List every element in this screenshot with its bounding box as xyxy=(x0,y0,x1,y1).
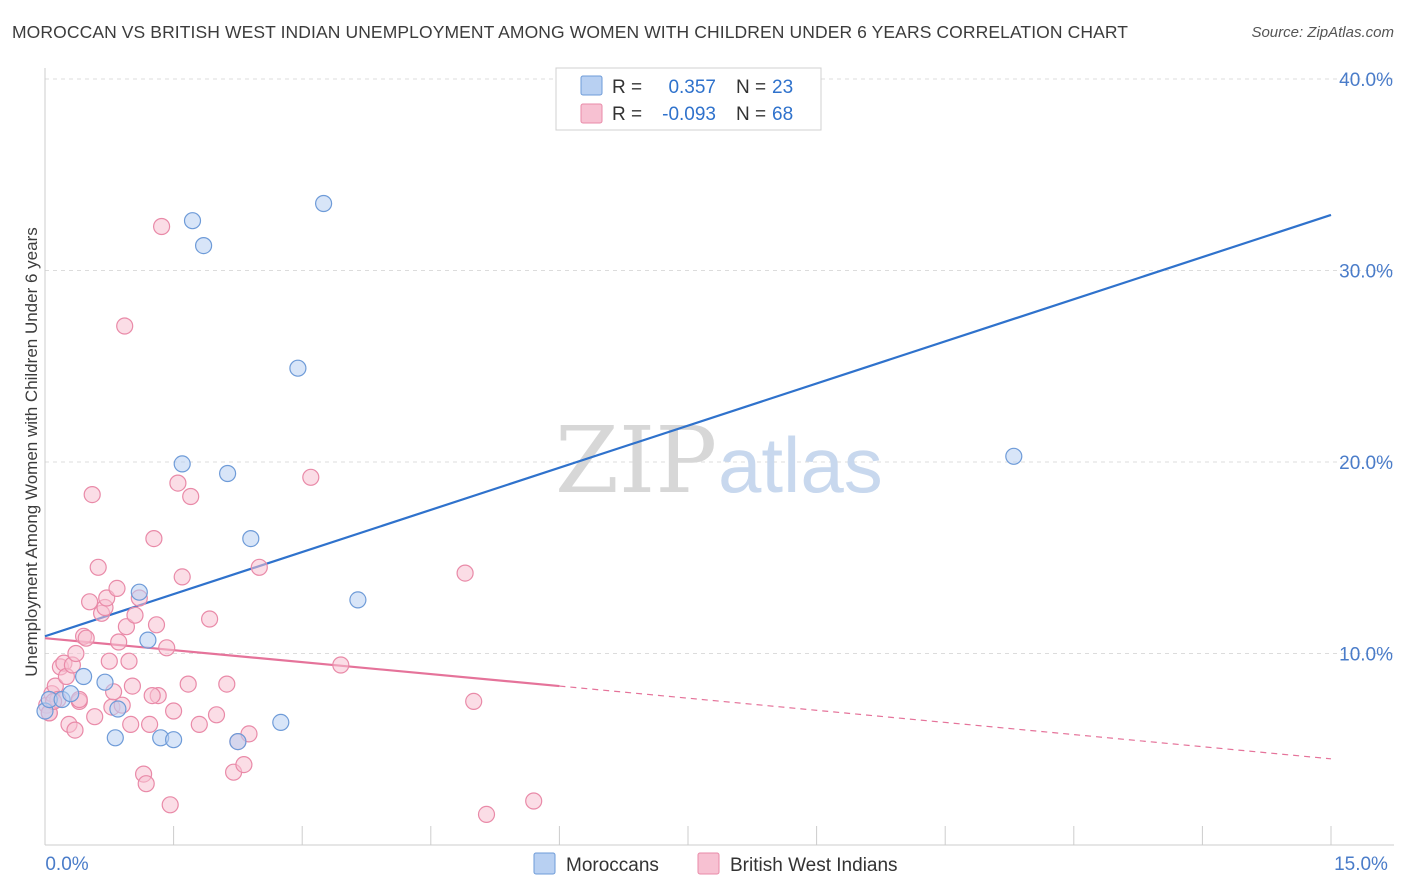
bwi-point xyxy=(147,616,166,634)
n-label: N = xyxy=(736,104,766,125)
moroccans-point xyxy=(139,631,157,649)
bwi-point xyxy=(126,606,144,624)
watermark-atlas: atlas xyxy=(718,421,883,509)
bwi-point xyxy=(145,529,163,548)
moroccans-point xyxy=(315,194,333,213)
bwi-point xyxy=(250,558,268,576)
n-label: N = xyxy=(736,77,766,98)
bwi-point xyxy=(165,702,183,720)
bwi-point xyxy=(66,721,84,739)
bwi-point xyxy=(117,618,136,636)
bwi-trend-line-extension xyxy=(559,685,1332,760)
axes: 10.0% 20.0% 30.0% 40.0% 0.0% 15.0% xyxy=(44,68,1394,875)
moroccans-point xyxy=(130,583,148,601)
bwi-point xyxy=(190,715,208,734)
data-points xyxy=(36,194,1023,824)
bwi-point xyxy=(77,629,95,647)
legend-moroccans-swatch xyxy=(533,852,556,875)
bwi-point xyxy=(169,474,187,492)
n-value: 23 xyxy=(772,77,793,98)
moroccans-point xyxy=(229,732,247,751)
stats-legend: R = 0.357 N = 23 R = -0.093 N = 68 xyxy=(555,67,822,131)
bwi-point xyxy=(108,579,126,598)
bwi-point xyxy=(141,715,159,734)
moroccans-point xyxy=(349,591,367,609)
bwi-point xyxy=(116,317,134,335)
bwi-point xyxy=(161,796,179,814)
moroccans-point xyxy=(62,685,80,703)
x-tick-label: 15.0% xyxy=(1334,854,1388,875)
moroccans-swatch xyxy=(580,75,603,96)
moroccans-point xyxy=(96,673,114,691)
bwi-point xyxy=(182,487,200,506)
moroccans-point xyxy=(272,713,290,732)
moroccans-point xyxy=(109,700,127,718)
legend-bwi-swatch xyxy=(697,852,720,875)
moroccans-point xyxy=(106,729,124,747)
bwi-swatch xyxy=(580,103,603,124)
legend-bwi-label: British West Indians xyxy=(730,855,898,876)
r-label: R = xyxy=(612,77,642,98)
y-tick-label: 20.0% xyxy=(1339,453,1393,474)
bwi-point xyxy=(67,644,85,663)
y-tick-label: 10.0% xyxy=(1339,645,1393,666)
series-legend: Moroccans British West Indians xyxy=(533,852,898,876)
stats-legend-row-bwi: R = -0.093 N = 68 xyxy=(580,103,793,125)
bwi-point xyxy=(158,639,176,657)
x-tick-label: 0.0% xyxy=(45,854,88,875)
r-value: 0.357 xyxy=(668,77,716,98)
bwi-point xyxy=(465,692,483,711)
bwi-point xyxy=(100,652,118,670)
bwi-trend-line xyxy=(44,637,560,688)
grid-lines xyxy=(45,78,1394,654)
moroccans-point xyxy=(195,237,213,255)
bwi-point xyxy=(120,652,138,670)
bwi-point xyxy=(173,568,191,586)
y-axis-title: Unemployment Among Women with Children U… xyxy=(22,227,41,676)
bwi-point xyxy=(89,558,107,576)
bwi-point xyxy=(123,677,141,695)
moroccans-trend-line xyxy=(44,213,1332,638)
n-value: 68 xyxy=(772,104,793,125)
moroccans-point xyxy=(165,731,183,749)
moroccans-point xyxy=(183,212,202,230)
moroccans-point xyxy=(242,529,260,548)
bwi-point xyxy=(80,593,99,611)
bwi-point xyxy=(235,755,253,774)
bwi-point xyxy=(218,675,236,693)
moroccans-point xyxy=(289,359,307,377)
legend-moroccans-label: Moroccans xyxy=(566,855,659,876)
r-value: -0.093 xyxy=(662,104,716,125)
bwi-point xyxy=(137,775,155,793)
bwi-point xyxy=(86,708,104,726)
bwi-point xyxy=(456,564,474,582)
r-label: R = xyxy=(612,104,642,125)
moroccans-point xyxy=(219,464,237,483)
watermark: ZIP atlas xyxy=(555,407,883,514)
stats-legend-row-moroccans: R = 0.357 N = 23 xyxy=(580,75,793,98)
bwi-point xyxy=(207,706,226,724)
moroccans-point xyxy=(173,455,191,473)
bwi-point xyxy=(110,633,128,651)
moroccans-point xyxy=(1005,447,1023,465)
chart-title: MOROCCAN VS BRITISH WEST INDIAN UNEMPLOY… xyxy=(12,22,1129,42)
bwi-point xyxy=(83,486,101,504)
bwi-point xyxy=(332,656,350,674)
bwi-point xyxy=(153,217,171,236)
bwi-point xyxy=(477,805,496,824)
bwi-point xyxy=(179,675,197,693)
bwi-point xyxy=(122,715,140,734)
moroccans-point xyxy=(74,667,93,686)
source-label: Source: ZipAtlas.com xyxy=(1251,24,1394,41)
bwi-point xyxy=(143,686,161,705)
bwi-point xyxy=(525,792,543,810)
bwi-point xyxy=(302,468,320,486)
y-tick-label: 40.0% xyxy=(1339,70,1393,91)
y-tick-label: 30.0% xyxy=(1339,262,1393,283)
bwi-point xyxy=(201,610,219,628)
